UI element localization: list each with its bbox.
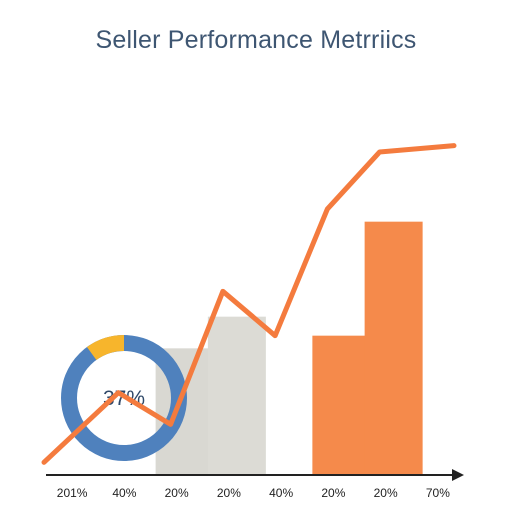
bar-3 xyxy=(207,316,266,475)
x-axis-arrow-icon xyxy=(452,469,464,481)
line-series xyxy=(41,143,457,465)
x-tick-label-2: 20% xyxy=(165,486,189,500)
x-tick-label-0: 201% xyxy=(57,486,88,500)
chart-title: Seller Performance Metrriics xyxy=(95,26,417,54)
x-tick-label-6: 20% xyxy=(374,486,398,500)
bar-group xyxy=(155,221,423,475)
bar-5 xyxy=(312,335,371,475)
x-tick-label-4: 40% xyxy=(269,486,293,500)
bar-6 xyxy=(364,221,423,475)
line-path xyxy=(41,143,457,465)
x-tick-label-3: 20% xyxy=(217,486,241,500)
x-tick-label-1: 40% xyxy=(112,486,136,500)
donut-highlight-segment xyxy=(86,335,125,361)
x-tick-label-5: 20% xyxy=(321,486,345,500)
x-axis xyxy=(46,469,464,481)
x-tick-label-7: 70% xyxy=(426,486,450,500)
x-tick-labels: 201% 40% 20% 20% 40% 20% 20% 70% xyxy=(57,486,450,500)
